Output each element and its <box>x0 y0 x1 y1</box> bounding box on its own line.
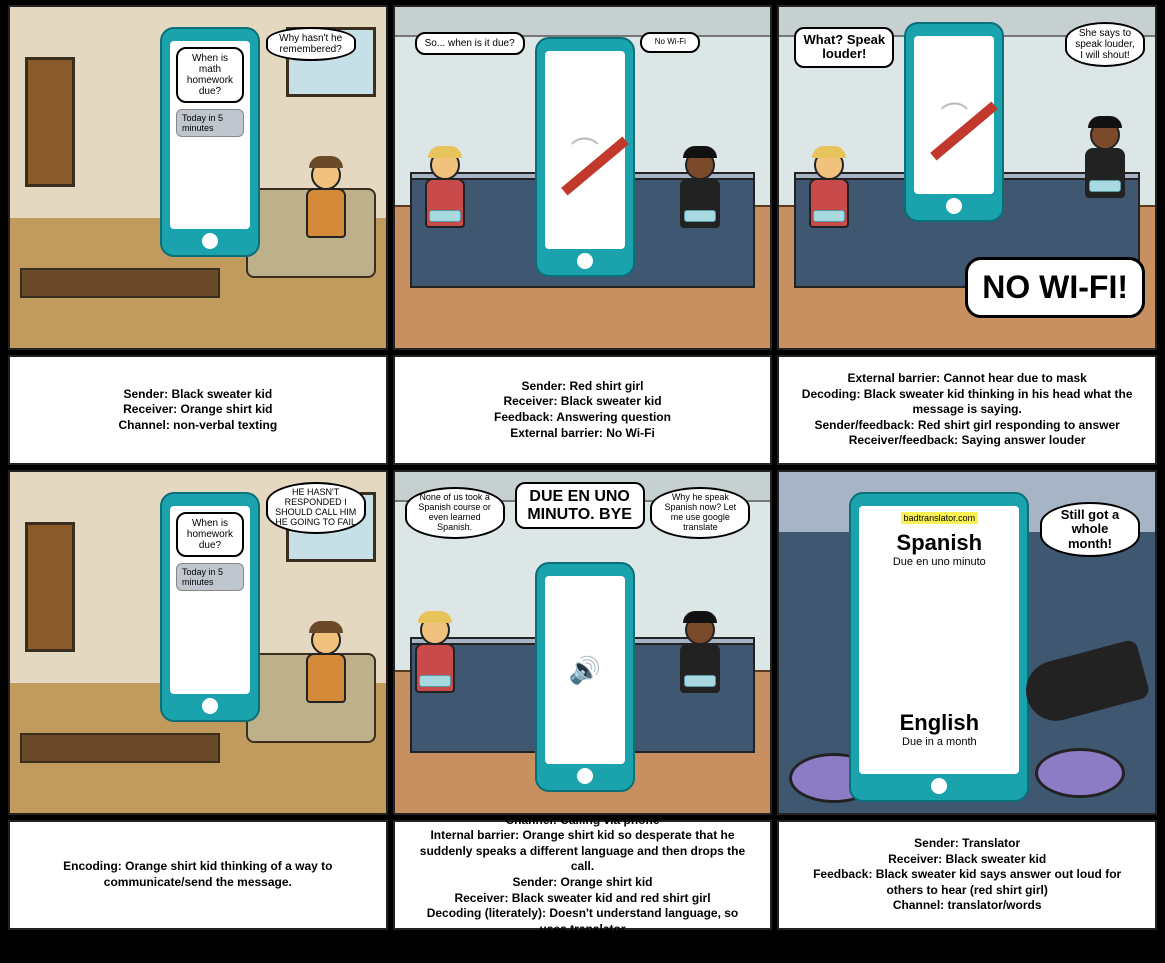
sms-answer: Today in 5 minutes <box>176 109 244 137</box>
phone-text-bubble: No Wi-Fi <box>640 32 700 53</box>
translator-url: badtranslator.com <box>901 512 979 524</box>
panel-6: badtranslator.com Spanish Due en uno min… <box>777 470 1157 815</box>
black-sweater-kid <box>680 615 720 693</box>
shout-bubble: NO WI-FI! <box>965 257 1145 318</box>
phone: ⌒ <box>904 22 1004 222</box>
thought-bubble: She says to speak louder, I will shout! <box>1065 22 1145 67</box>
speech-bubble: So... when is it due? <box>415 32 525 55</box>
panel-1: When is math homework due? Today in 5 mi… <box>8 5 388 350</box>
phone-speech: DUE EN UNO MINUTO. BYE <box>515 482 645 529</box>
panel-3: ⌒ What? Speak louder! She says to speak … <box>777 5 1157 350</box>
red-shirt-girl <box>415 615 455 693</box>
sms-answer: Today in 5 minutes <box>176 563 244 591</box>
red-shirt-girl <box>425 150 465 228</box>
sms-question: When is math homework due? <box>176 47 244 103</box>
black-sweater-kid <box>680 150 720 228</box>
thought-bubble: HE HASN'T RESPONDED I SHOULD CALL HIM HE… <box>266 482 366 534</box>
english-text: Due in a month <box>902 736 977 748</box>
speaker-icon: 🔊 <box>568 655 600 686</box>
caption-6: Sender: Translator Receiver: Black sweat… <box>777 820 1157 930</box>
caption-4: Encoding: Orange shirt kid thinking of a… <box>8 820 388 930</box>
girl-speech: What? Speak louder! <box>794 27 894 68</box>
panel-2: ⌒ So... when is it due? No Wi-Fi <box>393 5 773 350</box>
thought-bubble: Still got a whole month! <box>1040 502 1140 557</box>
phone: When is homework due? Today in 5 minutes <box>160 492 260 722</box>
caption-3: External barrier: Cannot hear due to mas… <box>777 355 1157 465</box>
phone: When is math homework due? Today in 5 mi… <box>160 27 260 257</box>
girl-thought: None of us took a Spanish course or even… <box>405 487 505 539</box>
storyboard-grid: When is math homework due? Today in 5 mi… <box>0 0 1165 935</box>
phone: ⌒ <box>535 37 635 277</box>
lang-spanish: Spanish <box>897 530 983 556</box>
coffee-table <box>20 268 220 298</box>
coffee-table <box>20 733 220 763</box>
lang-english: English <box>900 710 979 736</box>
caption-5: Channel: Calling via phone Internal barr… <box>393 820 773 930</box>
sms-question: When is homework due? <box>176 512 244 557</box>
panel-5: 🔊 None of us took a Spanish course or ev… <box>393 470 773 815</box>
panel-4: When is homework due? Today in 5 minutes… <box>8 470 388 815</box>
door <box>25 57 75 187</box>
phone: 🔊 <box>535 562 635 792</box>
spanish-text: Due en uno minuto <box>893 556 986 568</box>
caption-2: Sender: Red shirt girl Receiver: Black s… <box>393 355 773 465</box>
orange-kid-head <box>565 700 593 728</box>
translator-phone: badtranslator.com Spanish Due en uno min… <box>849 492 1029 802</box>
red-shirt-girl <box>809 150 849 228</box>
black-sweater-kid <box>1085 120 1125 198</box>
orange-shirt-kid <box>306 625 346 703</box>
door <box>25 522 75 652</box>
boy-thought: Why he speak Spanish now? Let me use goo… <box>650 487 750 539</box>
thought-bubble: Why hasn't he remembered? <box>266 27 356 61</box>
caption-1: Sender: Black sweater kid Receiver: Oran… <box>8 355 388 465</box>
orange-shirt-kid <box>306 160 346 238</box>
